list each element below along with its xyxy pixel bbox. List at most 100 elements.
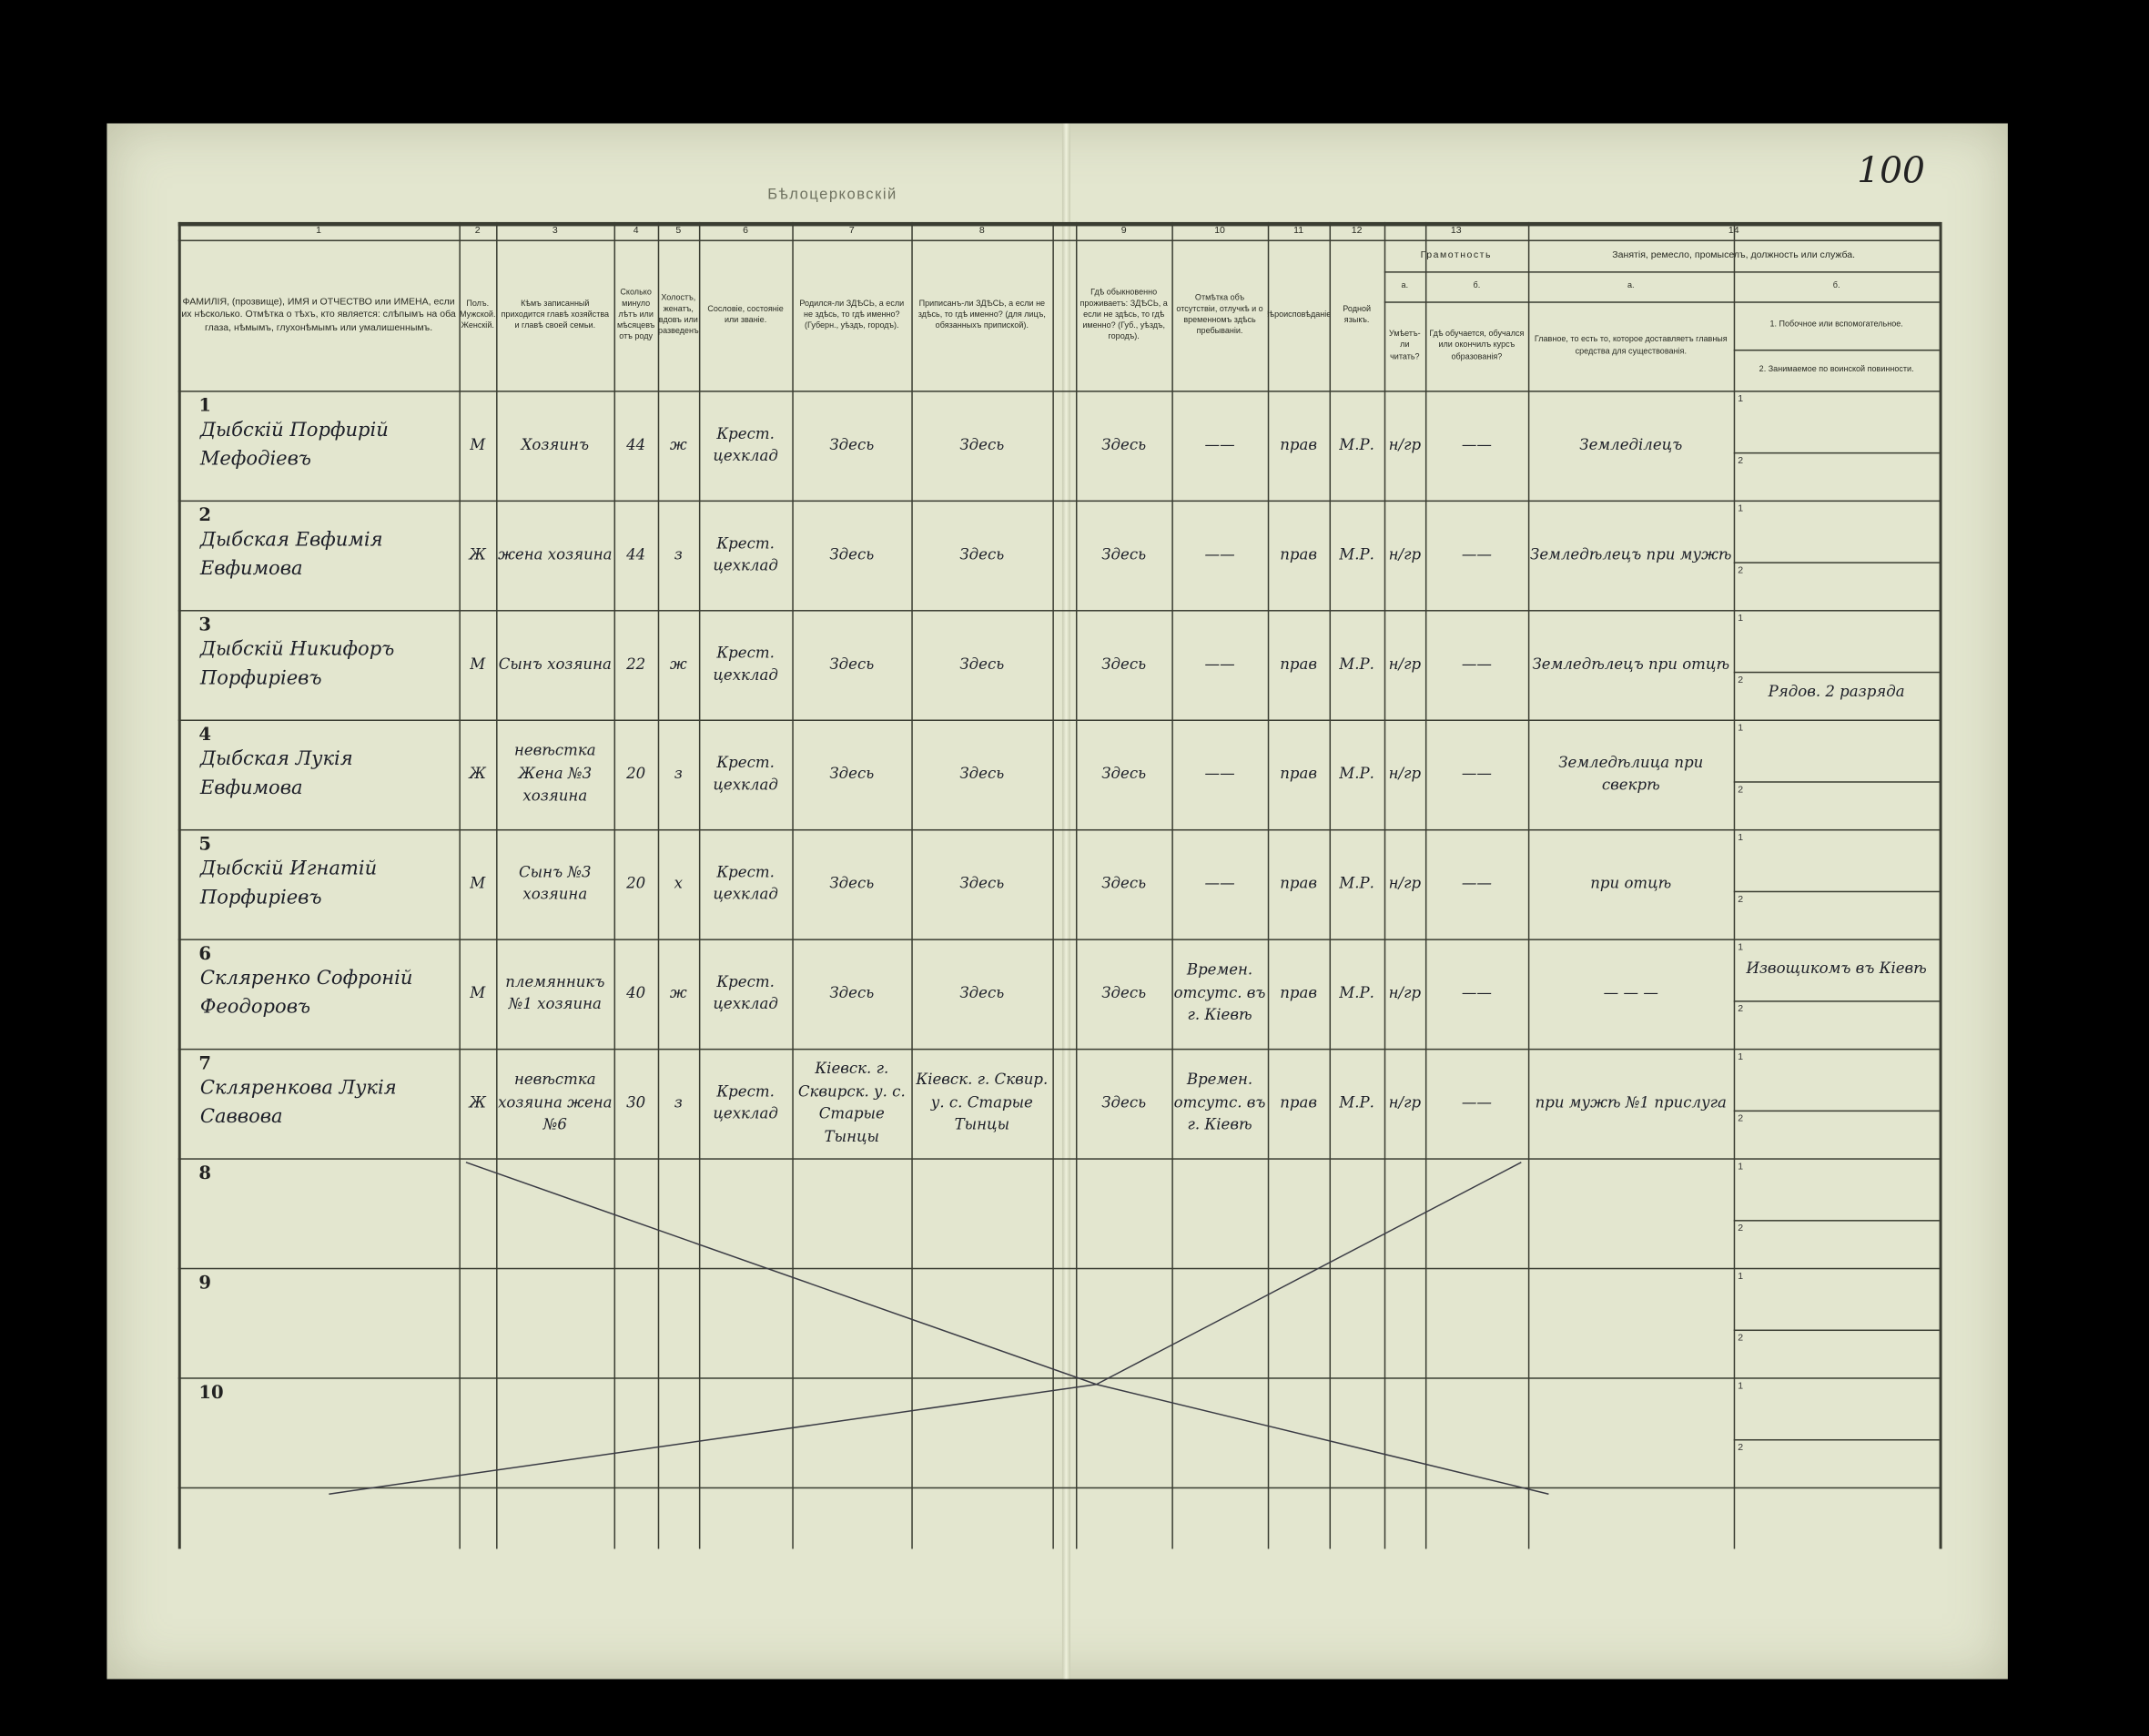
cross-out-line <box>1096 1384 1549 1495</box>
header-14b-2: 2. Занимаемое по воинской повинности. <box>1759 365 1914 374</box>
entry-marital: ж <box>669 655 687 673</box>
entry-school: —— <box>1461 874 1492 892</box>
header-rule <box>177 391 1941 392</box>
entry-absence: —— <box>1204 655 1235 673</box>
entry-name: Скляренкова Лукія Саввова <box>199 1077 397 1129</box>
entry-literate: н/гр <box>1388 544 1422 563</box>
header-14a-letter: а. <box>1627 282 1635 291</box>
entry-age: 20 <box>626 764 646 783</box>
header-c6: Сословіе, состояніе или званіе. <box>707 305 784 325</box>
header-14b-1: 1. Побочное или вспомогательное. <box>1769 321 1903 330</box>
row-number: 8 <box>198 1163 211 1184</box>
column-rule <box>177 221 181 1549</box>
entry-occ_main: Земледѣлецъ при отцѣ <box>1532 655 1730 673</box>
entry-relation: Хозяинъ <box>521 435 590 454</box>
sub-label: 2 <box>1738 565 1744 576</box>
entry-occ_main: при отцѣ <box>1590 874 1672 892</box>
column-rule <box>1939 221 1942 1549</box>
column-rule <box>1384 221 1386 1549</box>
occupation-subrule <box>1733 781 1940 783</box>
column-number: 11 <box>1293 226 1304 236</box>
page-number: 100 <box>1857 150 1925 192</box>
occupation-subrule <box>1733 890 1940 893</box>
entry-age: 30 <box>626 1093 646 1112</box>
entry-marital: ж <box>669 435 687 454</box>
entry-born: Здесь <box>829 435 875 454</box>
occupation-subrule <box>1733 1000 1940 1002</box>
sub-label: 1 <box>1738 1272 1744 1282</box>
entry-registered: Здесь <box>959 544 1005 563</box>
entry-registered: Здесь <box>959 874 1005 892</box>
header-literacy: Грамотность <box>1420 250 1493 260</box>
entry-literate: н/гр <box>1388 874 1422 892</box>
column-number: 3 <box>552 226 558 236</box>
entry-language: М.Р. <box>1339 983 1374 1002</box>
entry-school: —— <box>1461 544 1492 563</box>
entry-occ_main: Земледѣлица при свекрѣ <box>1558 753 1704 794</box>
row-number: 9 <box>198 1273 211 1294</box>
column-number: 12 <box>1351 226 1363 236</box>
entry-absence: Времен. отсутс. въ г. Кіевѣ <box>1173 1071 1266 1134</box>
row-rule <box>177 1267 1941 1270</box>
cross-out-line <box>1096 1162 1522 1386</box>
entry-marital: ж <box>669 983 687 1002</box>
row-number: 6 <box>198 944 211 966</box>
sub-label: 2 <box>1738 1223 1744 1234</box>
entry-absence: —— <box>1204 544 1235 563</box>
header-13b-letter: б. <box>1473 282 1481 291</box>
header-rule <box>177 221 1941 227</box>
entry-occ_main: Земледілецъ <box>1579 435 1683 454</box>
column-rule <box>1171 221 1173 1549</box>
column-rule <box>1329 221 1332 1549</box>
occupation-subrule <box>1733 1110 1940 1112</box>
row-number: 7 <box>198 1053 211 1075</box>
cross-out-line <box>465 1162 1097 1386</box>
header-subrule <box>1733 349 1940 351</box>
header-13a: Умѣетъ-ли читать? <box>1389 330 1421 361</box>
entry-resides: Здесь <box>1101 1093 1147 1112</box>
entry-registered: Здесь <box>959 655 1005 673</box>
column-rule <box>496 221 498 1549</box>
entry-sex: М <box>470 874 486 892</box>
entry-name: Скляренко Софроній Феодоровъ <box>199 968 413 1019</box>
entry-name: Дыбскій Игнатій Порфиріевъ <box>199 858 378 909</box>
entry-language: М.Р. <box>1339 435 1374 454</box>
column-number: 1 <box>316 226 322 236</box>
row-rule <box>177 610 1941 612</box>
entry-absence: —— <box>1204 874 1235 892</box>
entry-literate: н/гр <box>1388 655 1422 673</box>
sub-label: 1 <box>1738 1381 1744 1392</box>
column-number: 9 <box>1120 226 1127 236</box>
header-14b-letter: б. <box>1832 282 1840 291</box>
header-c7: Родился-ли ЗДѢСЬ, а если не здѣсь, то гд… <box>799 299 905 330</box>
entry-estate: Крест. цехклад <box>713 972 778 1013</box>
entry-registered: Кіевск. г. Сквир. у. с. Старые Тынцы <box>916 1071 1049 1134</box>
entry-language: М.Р. <box>1339 874 1374 892</box>
entry-marital: з <box>674 1093 683 1112</box>
row-rule <box>177 719 1941 721</box>
entry-literate: н/гр <box>1388 764 1422 783</box>
entry-occ_main: при мужѣ №1 прислуга <box>1535 1093 1727 1112</box>
entry-occ_main: Земледѣлецъ при мужѣ <box>1530 544 1732 563</box>
column-rule <box>1052 221 1054 1549</box>
row-number: 1 <box>198 396 211 417</box>
entry-school: —— <box>1461 983 1492 1002</box>
occupation-subrule <box>1733 1329 1940 1332</box>
row-rule <box>177 1377 1941 1379</box>
entry-language: М.Р. <box>1339 1093 1374 1112</box>
entry-resides: Здесь <box>1101 983 1147 1002</box>
entry-estate: Крест. цехклад <box>713 643 778 685</box>
column-rule <box>1267 221 1270 1549</box>
entry-resides: Здесь <box>1101 655 1147 673</box>
sub-label: 2 <box>1738 1114 1744 1124</box>
column-number: 6 <box>743 226 749 236</box>
column-number: 14 <box>1728 226 1739 236</box>
column-number: 7 <box>848 226 855 236</box>
row-rule <box>177 1048 1941 1051</box>
entry-relation: Сынъ №3 хозяина <box>519 862 592 904</box>
entry-estate: Крест. цехклад <box>713 533 778 574</box>
entry-name: Дыбскій Никифоръ Порфиріевъ <box>199 638 395 690</box>
entry-occ-side: Рядов. 2 разряда <box>1768 682 1905 701</box>
cross-out-line <box>329 1384 1097 1495</box>
header-c5: Холостъ, женатъ, вдовъ или разведенъ <box>658 294 699 337</box>
